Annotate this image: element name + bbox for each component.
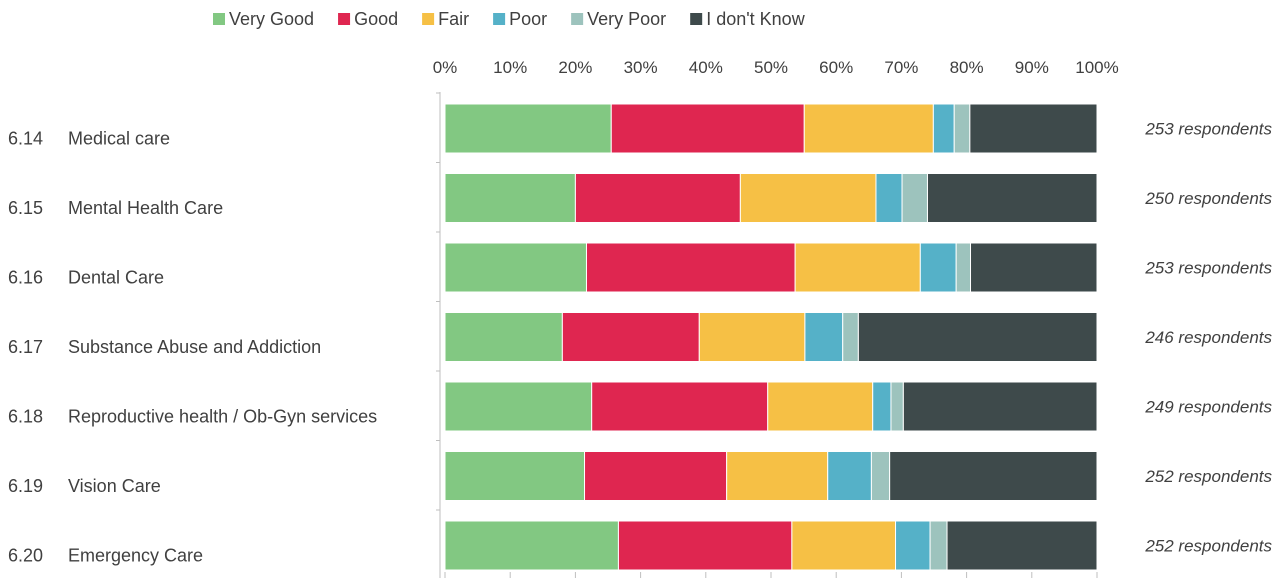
category-code: 6.15 bbox=[8, 198, 43, 218]
respondent-count: 246 respondents bbox=[1144, 328, 1272, 347]
bar-segment-fair bbox=[739, 173, 877, 223]
category-code: 6.14 bbox=[8, 129, 43, 149]
category-code: 6.16 bbox=[8, 268, 43, 288]
bar-segment-fair bbox=[767, 381, 874, 432]
bar-segment-very-poor bbox=[842, 312, 859, 362]
bar-segment-poor bbox=[804, 312, 844, 362]
category-label: Medical care bbox=[68, 129, 170, 149]
bar-segment-very-good bbox=[444, 520, 619, 571]
legend-swatch-good bbox=[338, 13, 351, 25]
legend-swatch-fair bbox=[422, 13, 435, 25]
x-tick-label: 90% bbox=[1015, 58, 1049, 77]
category-code: 6.19 bbox=[8, 476, 43, 496]
respondent-count: 253 respondents bbox=[1144, 120, 1272, 139]
x-tick-label: 50% bbox=[754, 58, 788, 77]
bar-segment-very-poor bbox=[890, 381, 904, 432]
category-label: Reproductive health / Ob-Gyn services bbox=[68, 407, 377, 427]
category-label: Mental Health Care bbox=[68, 198, 223, 218]
bar-segment-very-poor bbox=[955, 242, 972, 293]
bar-segment-very-good bbox=[444, 312, 563, 362]
bar-segment-very-good bbox=[444, 381, 593, 432]
bar-segment-very-poor bbox=[870, 451, 891, 501]
x-tick-label: 80% bbox=[950, 58, 984, 77]
category-label: Dental Care bbox=[68, 268, 164, 288]
bar-segment-i-don-t-know bbox=[857, 312, 1098, 362]
category-label: Emergency Care bbox=[68, 546, 203, 566]
category-code: 6.17 bbox=[8, 337, 43, 357]
x-tick-label: 10% bbox=[493, 58, 527, 77]
x-tick-label: 20% bbox=[558, 58, 592, 77]
category-code: 6.18 bbox=[8, 407, 43, 427]
bar-segment-good bbox=[617, 520, 793, 571]
bar-segment-i-don-t-know bbox=[946, 520, 1098, 571]
x-tick-label: 40% bbox=[689, 58, 723, 77]
bar-segment-poor bbox=[875, 173, 903, 223]
bar-segment-very-good bbox=[444, 451, 586, 501]
bar-segment-good bbox=[584, 451, 728, 501]
bar-segment-i-don-t-know bbox=[926, 173, 1098, 223]
bar-segment-very-good bbox=[444, 242, 587, 293]
bar-segment-poor bbox=[932, 103, 955, 154]
x-axis-ticks: 0% 10% 20% 30% 40% 50% 60% 70% 80% 90% 100% bbox=[433, 58, 1119, 77]
respondent-count: 252 respondents bbox=[1144, 467, 1272, 486]
bar-segment-good bbox=[561, 312, 700, 362]
bar-segment-fair bbox=[794, 242, 921, 293]
bar-segment-i-don-t-know bbox=[969, 103, 1098, 154]
bars bbox=[444, 103, 1098, 571]
bar-segment-very-good bbox=[444, 173, 576, 223]
category-label: Vision Care bbox=[68, 476, 161, 496]
category-code: 6.20 bbox=[8, 546, 43, 566]
legend-label-fair: Fair bbox=[438, 9, 469, 29]
bar-segment-very-poor bbox=[929, 520, 948, 571]
bar-segment-good bbox=[585, 242, 796, 293]
x-tick-label: 100% bbox=[1075, 58, 1118, 77]
bar-segment-poor bbox=[872, 381, 892, 432]
category-labels: 6.14 Medical care 6.15 Mental Health Care 6.… bbox=[8, 129, 377, 566]
legend-swatch-i-don-t-know bbox=[690, 13, 703, 25]
bar-segment-very-poor bbox=[953, 103, 971, 154]
bar-segment-fair bbox=[726, 451, 829, 501]
x-tick-label: 70% bbox=[884, 58, 918, 77]
bar-segment-poor bbox=[895, 520, 931, 571]
legend-label-very-poor: Very Poor bbox=[587, 9, 666, 29]
bar-segment-very-good bbox=[444, 103, 612, 154]
bar-segment-poor bbox=[827, 451, 872, 501]
legend-swatch-very-good bbox=[213, 13, 225, 25]
bar-segment-good bbox=[591, 381, 769, 432]
legend-label-poor: Poor bbox=[509, 9, 547, 29]
bar-segment-fair bbox=[803, 103, 934, 154]
bar-segment-fair bbox=[791, 520, 897, 571]
bar-segment-good bbox=[574, 173, 741, 223]
respondent-labels: 253 respondents 250 respondents 253 respon… bbox=[1144, 120, 1272, 556]
bar-segment-i-don-t-know bbox=[970, 242, 1098, 293]
axis-tick-marks bbox=[436, 92, 1098, 578]
legend: Very Good Good Fair Poor Very Poor I don't Kn… bbox=[213, 9, 806, 29]
category-label: Substance Abuse and Addiction bbox=[68, 337, 321, 357]
bar-segment-good bbox=[610, 103, 805, 154]
legend-label-i-don-t-know: I don't Know bbox=[706, 9, 806, 29]
bar-segment-i-don-t-know bbox=[889, 451, 1098, 501]
legend-label-good: Good bbox=[354, 9, 398, 29]
x-tick-label: 30% bbox=[624, 58, 658, 77]
bar-segment-i-don-t-know bbox=[902, 381, 1098, 432]
legend-swatch-poor bbox=[493, 13, 506, 25]
respondent-count: 250 respondents bbox=[1144, 189, 1272, 208]
x-tick-label: 0% bbox=[433, 58, 458, 77]
legend-label-very-good: Very Good bbox=[229, 9, 314, 29]
x-tick-label: 60% bbox=[819, 58, 853, 77]
bar-segment-poor bbox=[919, 242, 957, 293]
bar-segment-fair bbox=[698, 312, 806, 362]
respondent-count: 253 respondents bbox=[1144, 259, 1272, 278]
bar-segment-very-poor bbox=[901, 173, 928, 223]
respondent-count: 252 respondents bbox=[1144, 537, 1272, 556]
respondent-count: 249 respondents bbox=[1144, 398, 1272, 417]
legend-swatch-very-poor bbox=[571, 13, 584, 25]
